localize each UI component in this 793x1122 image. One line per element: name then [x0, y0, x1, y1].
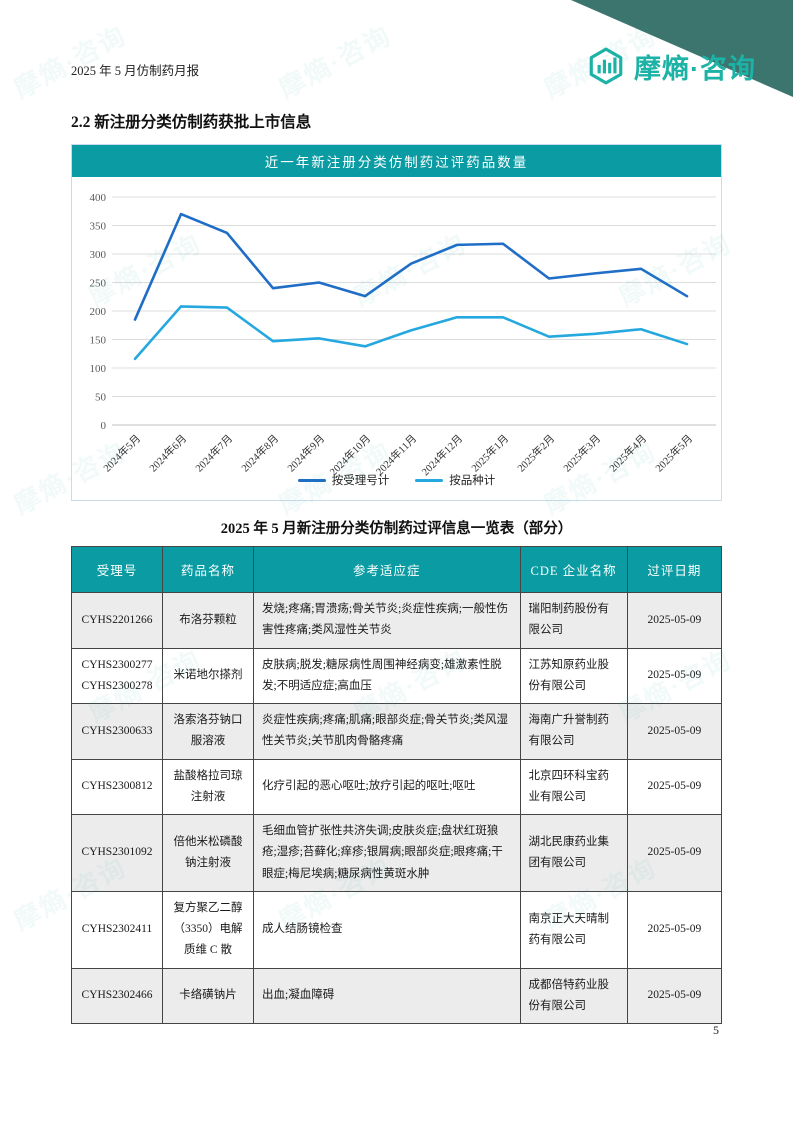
svg-text:2025年2月: 2025年2月: [515, 432, 558, 475]
table-row: CYHS2300812 盐酸格拉司琼注射液 化疗引起的恶心呕吐;放疗引起的呕吐;呕吐…: [71, 758, 723, 816]
svg-text:400: 400: [90, 192, 107, 204]
column-header: 参考适应症: [253, 546, 521, 593]
cell-indications: 发烧;疼痛;胃溃疡;骨关节炎;炎症性疾病;一般性伤害性疼痛;类风湿性关节炎: [253, 592, 521, 649]
svg-text:200: 200: [90, 306, 107, 318]
brand-logo-text: 摩熵·咨询: [634, 53, 756, 84]
cell-acceptance-no: CYHS2301092: [71, 814, 163, 892]
svg-text:50: 50: [95, 392, 107, 404]
table-row: CYHS2300633 洛索洛芬钠口服溶液 炎症性疾病;疼痛;肌痛;眼部炎症;骨关节…: [71, 703, 723, 760]
cell-drug-name: 盐酸格拉司琼注射液: [162, 758, 254, 816]
svg-text:100: 100: [90, 363, 107, 375]
section-title: 2.2 新注册分类仿制药获批上市信息: [71, 114, 312, 131]
moxi-logo-icon: [589, 47, 623, 85]
chart-title: 近一年新注册分类仿制药过评药品数量: [72, 145, 721, 177]
svg-text:300: 300: [90, 249, 107, 261]
table-row: CYHS2300277 CYHS2300278 米诺地尔搽剂 皮肤病;脱发;糖尿病性…: [71, 647, 723, 705]
column-header: 过评日期: [626, 546, 723, 593]
page-number: 5: [713, 1023, 719, 1037]
cell-drug-name: 洛索洛芬钠口服溶液: [162, 703, 254, 760]
cell-indications: 炎症性疾病;疼痛;肌痛;眼部炎症;骨关节炎;类风湿性关节炎;关节肌肉骨骼疼痛: [253, 703, 521, 760]
table-row: CYHS2301092 倍他米松磷酸钠注射液 毛细血管扩张性共济失调;皮肤炎症;盘状…: [71, 814, 723, 892]
cell-date: 2025-05-09: [626, 890, 723, 969]
column-header: 受理号: [71, 546, 163, 593]
brand-logo: 摩熵·咨询: [586, 46, 756, 86]
cell-acceptance-no: CYHS2201266: [71, 592, 163, 649]
svg-text:2025年1月: 2025年1月: [469, 432, 512, 475]
cell-drug-name: 复方聚乙二醇（3350）电解质维 C 散: [162, 890, 254, 969]
cell-company: 海南广升誉制药有限公司: [519, 703, 628, 760]
cell-acceptance-no: CYHS2300812: [71, 758, 163, 816]
svg-text:2025年4月: 2025年4月: [607, 432, 650, 475]
cell-drug-name: 布洛芬颗粒: [162, 592, 254, 649]
cell-company: 北京四环科宝药业有限公司: [519, 758, 628, 816]
cell-indications: 毛细血管扩张性共济失调;皮肤炎症;盘状红斑狼疮;湿疹;苔藓化;痒疹;银屑病;眼部…: [253, 814, 521, 892]
cell-date: 2025-05-09: [626, 967, 723, 1025]
cell-company: 成都倍特药业股份有限公司: [519, 967, 628, 1025]
table-title: 2025 年 5 月新注册分类仿制药过评信息一览表（部分）: [220, 521, 573, 537]
chart-plot-area: 0 50 100 150 200 250 300 350 400 2024年5月 2024年6月 20…: [72, 177, 721, 500]
cell-date: 2025-05-09: [626, 647, 723, 705]
svg-text:2025年5月: 2025年5月: [653, 432, 696, 475]
table-row: CYHS2302411 复方聚乙二醇（3350）电解质维 C 散成人结肠镜检查 南京…: [71, 890, 723, 969]
trend-chart-card: 近一年新注册分类仿制药过评药品数量 0 50 100 150 200 250 300 350 4…: [71, 144, 722, 501]
cell-indications: 出血;凝血障碍: [253, 967, 521, 1025]
doc-title: 2025 年 5 月仿制药月报: [71, 64, 200, 78]
legend-item: 按受理号计: [297, 472, 390, 488]
svg-text:250: 250: [90, 278, 107, 290]
cell-date: 2025-05-09: [626, 814, 723, 892]
evaluation-table: 受理号 药品名称 参考适应症 CDE 企业名称 过评日期 CYHS2201266 布洛芬颗…: [71, 546, 723, 1025]
cell-indications: 化疗引起的恶心呕吐;放疗引起的呕吐;呕吐: [253, 758, 521, 816]
svg-text:2024年9月: 2024年9月: [285, 432, 328, 475]
legend-label: 按受理号计: [331, 475, 390, 487]
svg-text:2024年5月: 2024年5月: [101, 432, 144, 475]
cell-acceptance-no: CYHS2302466: [71, 967, 163, 1025]
cell-drug-name: 倍他米松磷酸钠注射液: [162, 814, 254, 892]
table-row: CYHS2201266 布洛芬颗粒 发烧;疼痛;胃溃疡;骨关节炎;炎症性疾病;一般性…: [71, 592, 723, 649]
cell-company: 南京正大天晴制药有限公司: [519, 890, 628, 969]
svg-text:350: 350: [90, 221, 107, 233]
cell-indications: 皮肤病;脱发;糖尿病性周围神经病变;雄激素性脱发;不明适应症;高血压: [253, 647, 521, 705]
page-header: 2025 年 5 月仿制药月报 摩熵·咨询: [71, 0, 755, 108]
column-header: CDE 企业名称: [519, 546, 628, 593]
legend-item: 按品种计: [415, 472, 495, 488]
cell-company: 瑞阳制药股份有限公司: [519, 592, 628, 649]
cell-company: 江苏知原药业股份有限公司: [519, 647, 628, 705]
cell-acceptance-no: CYHS2302411: [71, 890, 163, 969]
cell-drug-name: 米诺地尔搽剂: [162, 647, 254, 705]
legend-line-swatch: [297, 478, 326, 482]
chart-legend: 按受理号计 按品种计: [74, 472, 719, 498]
cell-drug-name: 卡络磺钠片: [162, 967, 254, 1025]
svg-text:2024年7月: 2024年7月: [193, 432, 236, 475]
legend-line-swatch: [415, 478, 444, 482]
cell-date: 2025-05-09: [626, 758, 723, 816]
cell-acceptance-no: CYHS2300277 CYHS2300278: [71, 647, 163, 705]
table-header-row: 受理号 药品名称 参考适应症 CDE 企业名称 过评日期: [71, 546, 723, 593]
cell-date: 2025-05-09: [626, 703, 723, 760]
table-body: CYHS2201266 布洛芬颗粒 发烧;疼痛;胃溃疡;骨关节炎;炎症性疾病;一般性…: [71, 592, 723, 1025]
legend-label: 按品种计: [449, 475, 496, 487]
cell-company: 湖北民康药业集团有限公司: [519, 814, 628, 892]
svg-text:2024年8月: 2024年8月: [239, 432, 282, 475]
cell-date: 2025-05-09: [626, 592, 723, 649]
svg-text:0: 0: [101, 420, 107, 432]
svg-text:2025年3月: 2025年3月: [561, 432, 604, 475]
table-row: CYHS2302466 卡络磺钠片 出血;凝血障碍 成都倍特药业股份有限公司 2025-…: [71, 967, 723, 1025]
cell-indications: 成人结肠镜检查: [253, 890, 521, 969]
svg-text:150: 150: [90, 335, 107, 347]
cell-acceptance-no: CYHS2300633: [71, 703, 163, 760]
column-header: 药品名称: [162, 546, 254, 593]
svg-text:2024年6月: 2024年6月: [147, 432, 190, 475]
